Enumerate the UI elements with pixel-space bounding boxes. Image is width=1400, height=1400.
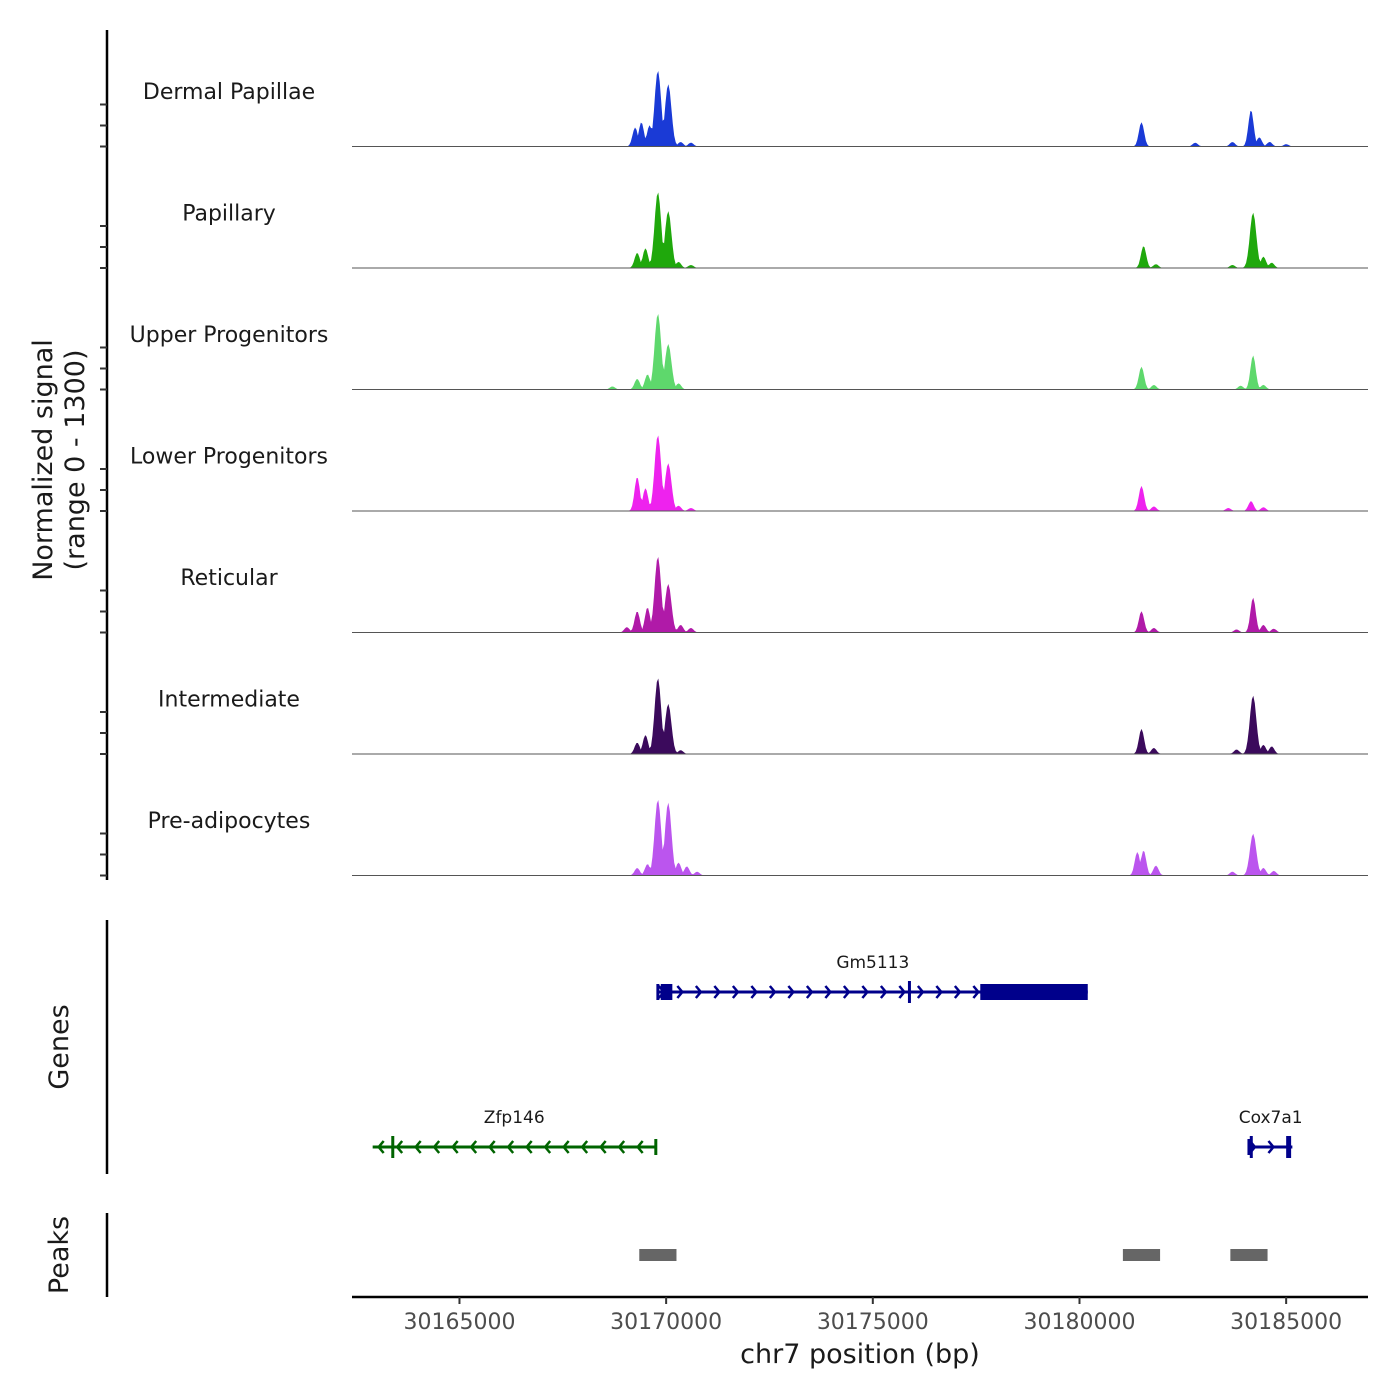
chevron-right-icon — [787, 985, 796, 999]
x-axis-label: chr7 position (bp) — [740, 1339, 980, 1370]
chevron-right-icon — [824, 985, 833, 999]
peaks-panel-label: Peaks — [44, 1216, 75, 1294]
coverage-tracks: Dermal Papillae Papillary Upper Progenitor… — [130, 71, 1368, 876]
chevron-right-icon — [1267, 1140, 1276, 1154]
gene-exon — [1249, 1136, 1253, 1158]
gene-label: Cox7a1 — [1239, 1108, 1303, 1128]
track-papillary: Papillary — [182, 192, 1368, 269]
chevron-left-icon — [599, 1140, 607, 1154]
track-label: Dermal Papillae — [143, 80, 315, 105]
peak-regions — [639, 1249, 1268, 1261]
track-upper-progenitors: Upper Progenitors — [130, 314, 1368, 390]
chevron-right-icon — [713, 985, 722, 999]
x-tick-label: 30180000 — [1023, 1310, 1135, 1335]
gene-exon — [391, 1136, 395, 1158]
track-reticular: Reticular — [180, 557, 1368, 633]
gene-exon — [1286, 1136, 1292, 1158]
chevron-right-icon — [768, 985, 777, 999]
chevron-right-icon — [750, 985, 759, 999]
chevron-right-icon — [879, 985, 888, 999]
chevron-right-icon — [916, 985, 925, 999]
x-tick-label: 30175000 — [817, 1310, 929, 1335]
gene-annotations: Gm5113 Zfp146 Cox7a1 — [372, 953, 1303, 1158]
chevron-right-icon — [676, 985, 685, 999]
gene-cox7a1: Cox7a1 — [1239, 1108, 1303, 1158]
track-label: Lower Progenitors — [130, 445, 328, 470]
x-tick-label: 30185000 — [1230, 1310, 1342, 1335]
gene-exon — [907, 981, 911, 1003]
coverage-area — [352, 557, 1368, 633]
chevron-right-icon — [731, 985, 740, 999]
chevron-right-icon — [953, 985, 962, 999]
gene-exon — [980, 984, 1088, 1000]
coverage-area — [352, 314, 1368, 390]
x-tick-label: 30165000 — [403, 1310, 515, 1335]
gene-exon — [660, 984, 673, 1000]
chevron-left-icon — [617, 1140, 626, 1154]
chevron-left-icon — [562, 1140, 570, 1154]
gene-label: Zfp146 — [484, 1108, 545, 1128]
chevron-right-icon — [694, 985, 703, 999]
track-label: Reticular — [180, 566, 278, 591]
gene-label: Gm5113 — [836, 953, 909, 973]
track-label: Intermediate — [158, 688, 300, 713]
chevron-left-icon — [543, 1140, 552, 1154]
chevron-left-icon — [506, 1140, 515, 1154]
chevron-left-icon — [395, 1140, 404, 1154]
peak-region — [1122, 1249, 1161, 1261]
coverage-area — [352, 435, 1368, 511]
peak-region — [1230, 1249, 1268, 1261]
chevron-right-icon — [935, 985, 944, 999]
gene-gm5113: Gm5113 — [656, 953, 1088, 1003]
chevron-left-icon — [488, 1140, 496, 1154]
chevron-left-icon — [580, 1140, 589, 1154]
coverage-area — [352, 678, 1368, 754]
x-axis-ticks: 30165000 30170000 30175000 30180000 30185000 — [403, 1297, 1342, 1335]
chevron-right-icon — [898, 985, 907, 999]
track-intermediate: Intermediate — [158, 678, 1368, 755]
chevron-left-icon — [525, 1140, 533, 1154]
chevron-left-icon — [414, 1140, 422, 1154]
track-label: Papillary — [182, 202, 276, 227]
track-lower-progenitors: Lower Progenitors — [130, 435, 1368, 512]
coverage-area — [352, 71, 1368, 147]
chevron-right-icon — [972, 985, 981, 999]
coverage-area — [352, 192, 1368, 268]
coverage-y-axis-label-line2: (range 0 - 1300) — [60, 350, 91, 571]
chevron-right-icon — [805, 985, 814, 999]
gene-zfp146: Zfp146 — [372, 1108, 658, 1158]
x-tick-label: 30170000 — [610, 1310, 722, 1335]
chevron-left-icon — [636, 1140, 644, 1154]
coverage-y-axis-label-line1: Normalized signal — [28, 339, 59, 581]
chevron-left-icon — [451, 1140, 459, 1154]
coverage-area — [352, 800, 1368, 876]
chevron-left-icon — [432, 1140, 441, 1154]
peak-region — [639, 1249, 677, 1261]
track-pre-adipocytes: Pre-adipocytes — [148, 800, 1368, 876]
coverage-y-ticks — [100, 103, 107, 877]
track-label: Pre-adipocytes — [148, 809, 311, 834]
track-label: Upper Progenitors — [130, 323, 329, 348]
chevron-right-icon — [842, 985, 851, 999]
genes-panel-label: Genes — [44, 1004, 75, 1089]
chevron-left-icon — [377, 1140, 385, 1154]
chevron-left-icon — [469, 1140, 478, 1154]
track-dermal-papillae: Dermal Papillae — [143, 71, 1368, 147]
chevron-right-icon — [861, 985, 870, 999]
